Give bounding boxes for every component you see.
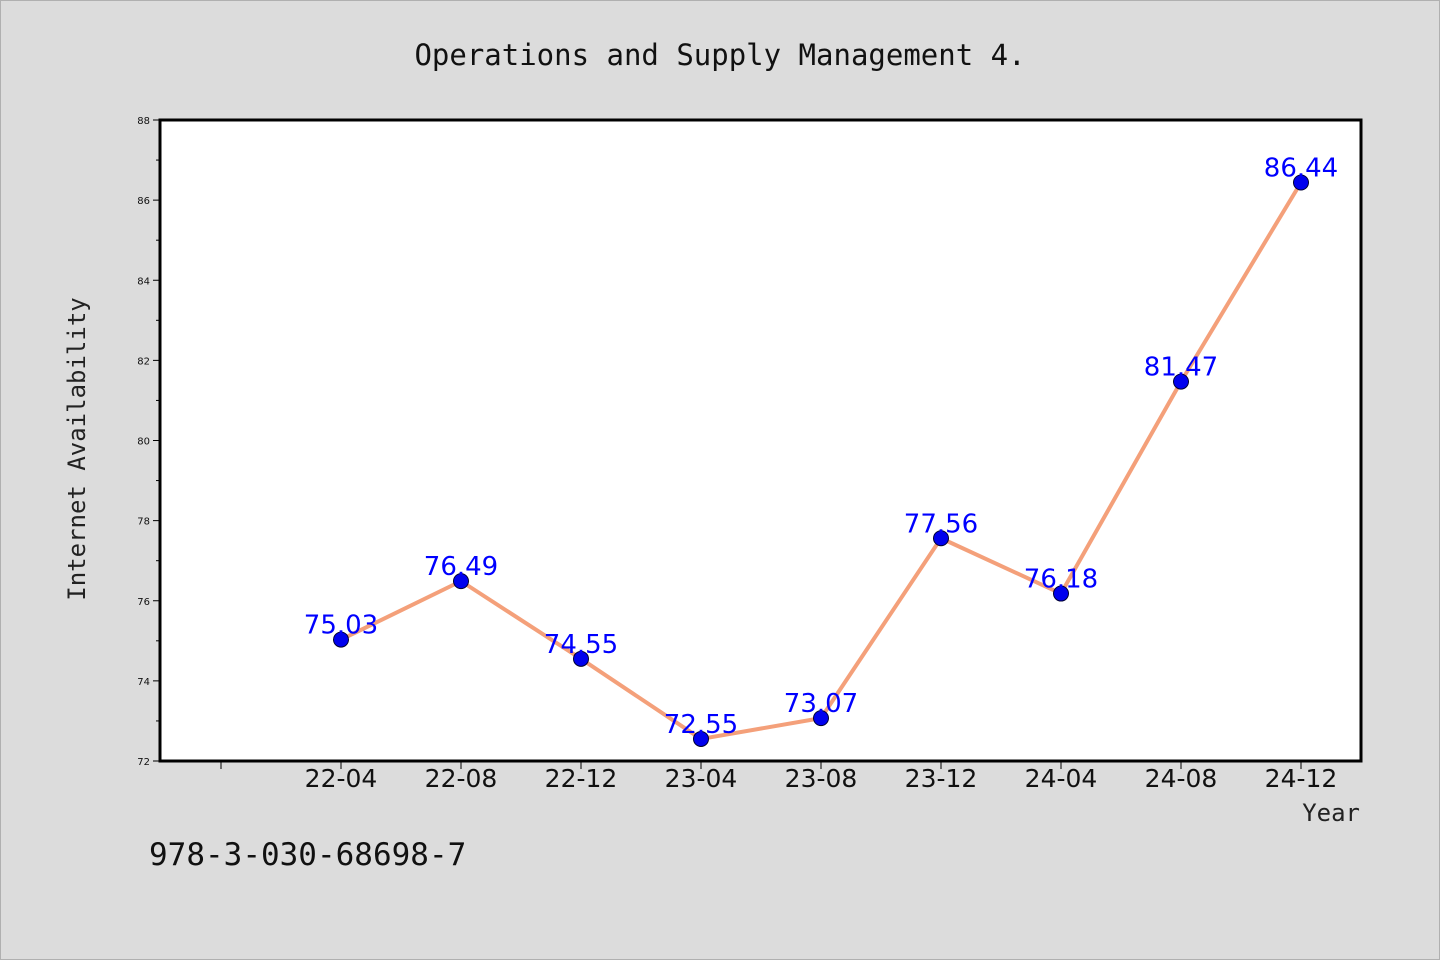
- x-axis: 22-04 22-08 22-12 23-04 23-08 23-12 24-04 24-08…: [220, 761, 1338, 793]
- data-label: 72.55: [664, 710, 738, 740]
- x-tick-label: 23-08: [785, 764, 858, 793]
- x-tick-label: 24-12: [1265, 764, 1338, 793]
- y-tick-label: 84: [137, 276, 150, 287]
- y-tick-label: 72: [137, 757, 150, 768]
- y-tick-label: 80: [137, 437, 150, 448]
- data-point: [573, 650, 589, 667]
- plot-area: [158, 118, 1363, 763]
- data-label: 76.18: [1024, 565, 1098, 595]
- y-tick-label: 74: [137, 677, 150, 688]
- x-tick-label: 23-12: [905, 764, 978, 793]
- data-point: [813, 710, 829, 727]
- data-label: 74.55: [544, 630, 618, 660]
- series: 75.03 76.49 74.55 72.55 73.07 77.56 76.18 81.47…: [304, 153, 1338, 747]
- data-label: 76.49: [424, 552, 498, 582]
- data-label: 75.03: [304, 611, 378, 641]
- x-tick-label: 22-04: [305, 764, 378, 793]
- data-label: 86.44: [1264, 153, 1338, 183]
- data-point: [333, 631, 349, 648]
- x-tick-label: 22-08: [425, 764, 498, 793]
- data-label: 81.47: [1144, 353, 1218, 383]
- y-axis: 72 74 76 78 80 82 84 86 88: [137, 116, 160, 768]
- y-axis-label: Internet Availability: [63, 297, 91, 600]
- data-point: [1293, 174, 1309, 191]
- x-tick-label: 24-08: [1145, 764, 1218, 793]
- y-tick-label: 86: [137, 196, 150, 207]
- y-tick-label: 82: [137, 356, 150, 367]
- y-tick-label: 88: [137, 116, 150, 127]
- x-tick-label: 24-04: [1025, 764, 1098, 793]
- data-point: [1053, 585, 1069, 602]
- y-tick-label: 78: [137, 517, 150, 528]
- data-point: [933, 530, 949, 547]
- chart-title: Operations and Supply Management 4.: [414, 38, 1025, 72]
- y-tick-label: 76: [137, 597, 150, 608]
- data-point: [453, 573, 469, 590]
- isbn-footer: 978-3-030-68698-7: [149, 837, 466, 873]
- x-tick-label: 22-12: [545, 764, 618, 793]
- data-point: [1173, 373, 1189, 390]
- x-tick-label: 23-04: [665, 764, 738, 793]
- data-label: 73.07: [784, 689, 858, 719]
- x-axis-label: Year: [1302, 799, 1360, 827]
- data-point: [693, 730, 709, 747]
- data-label: 77.56: [904, 509, 978, 539]
